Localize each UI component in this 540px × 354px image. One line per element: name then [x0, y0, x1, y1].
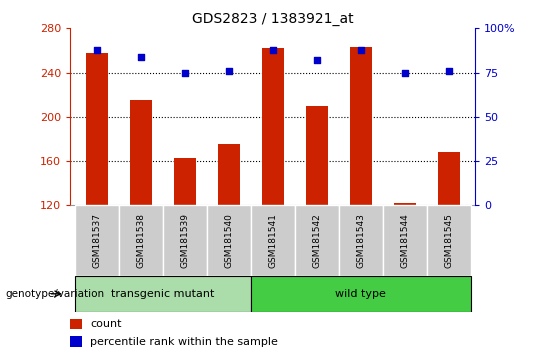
Bar — [262, 48, 284, 205]
Text: GSM181545: GSM181545 — [444, 213, 453, 268]
Bar — [350, 47, 372, 205]
FancyBboxPatch shape — [427, 205, 471, 276]
Bar — [394, 203, 416, 205]
Bar — [438, 152, 460, 205]
Text: transgenic mutant: transgenic mutant — [111, 289, 214, 299]
Text: GSM181543: GSM181543 — [356, 213, 365, 268]
Point — [136, 54, 145, 59]
Text: GSM181541: GSM181541 — [268, 213, 277, 268]
Text: GSM181537: GSM181537 — [92, 213, 101, 268]
Bar — [174, 158, 195, 205]
FancyBboxPatch shape — [207, 205, 251, 276]
Title: GDS2823 / 1383921_at: GDS2823 / 1383921_at — [192, 12, 354, 26]
Point — [444, 68, 453, 74]
Bar — [70, 336, 82, 347]
Point — [180, 70, 189, 75]
Bar — [130, 100, 152, 205]
FancyBboxPatch shape — [251, 205, 295, 276]
Point — [356, 47, 365, 52]
Point — [268, 47, 277, 52]
Text: count: count — [90, 319, 122, 329]
Point — [92, 47, 101, 52]
Text: GSM181542: GSM181542 — [312, 213, 321, 268]
Text: GSM181538: GSM181538 — [136, 213, 145, 268]
Text: GSM181540: GSM181540 — [224, 213, 233, 268]
FancyBboxPatch shape — [251, 276, 471, 312]
FancyBboxPatch shape — [339, 205, 383, 276]
FancyBboxPatch shape — [383, 205, 427, 276]
FancyBboxPatch shape — [75, 205, 119, 276]
Bar — [70, 319, 82, 329]
FancyBboxPatch shape — [163, 205, 207, 276]
Text: wild type: wild type — [335, 289, 386, 299]
Point — [313, 57, 321, 63]
Bar — [218, 144, 240, 205]
Bar — [306, 106, 328, 205]
Bar — [86, 53, 107, 205]
FancyBboxPatch shape — [295, 205, 339, 276]
Point — [401, 70, 409, 75]
Text: genotype/variation: genotype/variation — [5, 289, 105, 299]
Point — [224, 68, 233, 74]
Text: GSM181539: GSM181539 — [180, 213, 189, 268]
Text: GSM181544: GSM181544 — [400, 213, 409, 268]
FancyBboxPatch shape — [75, 276, 251, 312]
FancyBboxPatch shape — [119, 205, 163, 276]
Text: percentile rank within the sample: percentile rank within the sample — [90, 337, 278, 347]
